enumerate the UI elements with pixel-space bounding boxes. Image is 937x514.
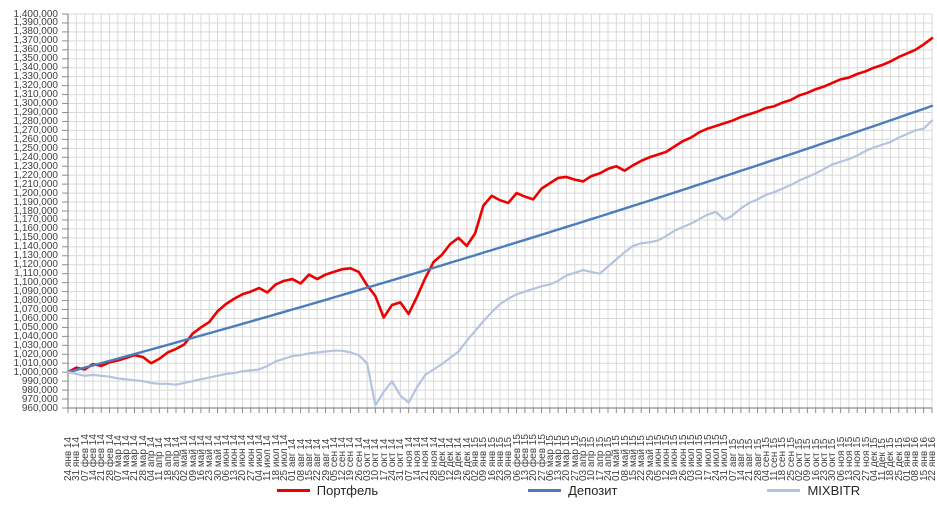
y-tick-label: 1,190,000 (13, 196, 59, 208)
legend-swatch-mixbitr (767, 489, 801, 492)
y-tick-label: 1,110,000 (14, 268, 58, 280)
y-tick-label: 1,200,000 (13, 187, 59, 199)
y-tick-label: 1,390,000 (13, 17, 59, 29)
y-tick-label: 1,380,000 (13, 26, 59, 38)
legend-swatch-portfolio (276, 489, 310, 492)
y-tick-label: 1,360,000 (13, 44, 59, 56)
y-tick-label: 1,030,000 (13, 339, 59, 351)
series-line-deposit (66, 104, 934, 374)
legend-swatch-deposit (528, 489, 562, 492)
y-tick-label: 1,150,000 (13, 232, 59, 244)
y-tick-label: 1,330,000 (13, 71, 59, 83)
legend-item-deposit[interactable]: Депозит (528, 483, 617, 498)
y-tick-label: 1,080,000 (13, 295, 59, 307)
y-tick-label: 980,000 (21, 384, 58, 396)
y-tick-label: 960,000 (21, 402, 58, 414)
legend-item-mixbitr[interactable]: MIXBITR (767, 483, 860, 498)
y-tick-label: 1,250,000 (13, 142, 59, 154)
y-tick-label: 1,240,000 (13, 151, 59, 163)
y-tick-label: 1,320,000 (13, 80, 59, 92)
legend-label-deposit: Депозит (568, 483, 618, 498)
y-tick-label: 1,220,000 (13, 169, 59, 181)
y-tick-label: 1,120,000 (13, 259, 59, 271)
y-tick-label: 1,140,000 (13, 241, 59, 253)
y-tick-label: 1,010,000 (13, 357, 59, 369)
legend-label-mixbitr: MIXBITR (807, 483, 861, 498)
y-tick-label: 1,290,000 (13, 107, 59, 118)
legend-item-portfolio[interactable]: Портфель (276, 483, 379, 498)
y-tick-label: 990,000 (21, 375, 58, 387)
y-tick-label: 1,060,000 (13, 312, 59, 324)
y-tick-label: 1,210,000 (13, 178, 59, 190)
y-tick-label: 1,170,000 (13, 214, 59, 226)
y-tick-label: 1,340,000 (13, 62, 59, 74)
y-tick-label: 1,180,000 (13, 205, 59, 217)
y-tick-label: 1,130,000 (13, 250, 59, 262)
y-tick-label: 1,070,000 (13, 304, 59, 315)
y-tick-label: 1,090,000 (13, 286, 59, 298)
y-tick-label: 1,400,000 (13, 8, 59, 20)
legend-label-portfolio: Портфель (316, 483, 379, 498)
y-tick-label: 1,370,000 (13, 35, 59, 47)
y-tick-label: 970,000 (21, 393, 58, 405)
y-tick-label: 1,020,000 (13, 348, 59, 360)
y-tick-label: 1,040,000 (13, 330, 59, 342)
series-line-portfolio (66, 36, 934, 374)
y-tick-label: 1,300,000 (13, 98, 59, 110)
y-tick-label: 1,230,000 (13, 160, 59, 172)
y-tick-label: 1,270,000 (13, 124, 59, 136)
y-tick-label: 1,280,000 (13, 115, 59, 127)
y-tick-label: 1,000,000 (13, 366, 59, 378)
y-tick-label: 1,310,000 (13, 89, 59, 101)
y-tick-label: 1,260,000 (13, 133, 59, 145)
y-tick-label: 1,350,000 (13, 53, 59, 65)
x-tick-label: 22 янв 16 (927, 436, 937, 481)
y-tick-label: 1,050,000 (13, 321, 59, 333)
y-tick-label: 1,100,000 (13, 277, 59, 289)
y-tick-label: 1,160,000 (13, 223, 59, 235)
legend: Портфель Депозит MIXBITR (0, 483, 937, 498)
series-line-mixbitr (66, 119, 934, 407)
